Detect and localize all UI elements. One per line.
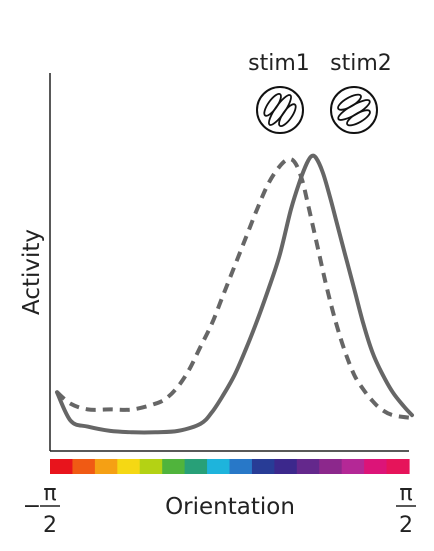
plot-area	[49, 73, 414, 452]
colorbar-segment	[94, 459, 118, 474]
x-tick-max: π 2	[396, 481, 416, 538]
colorbar-segment	[139, 459, 163, 474]
colorbar-segment	[296, 459, 320, 474]
colorbar-segment	[162, 459, 186, 474]
x-tick-min-denominator: 2	[43, 513, 57, 538]
colorbar-segment	[274, 459, 298, 474]
series-line-stim1	[55, 153, 414, 435]
orientation-colorbar	[50, 459, 410, 474]
x-tick-max-denominator: 2	[399, 513, 413, 538]
colorbar-segment	[50, 459, 74, 474]
colorbar-segment	[229, 459, 253, 474]
colorbar-segment	[184, 459, 208, 474]
legend-label-stim2: stim2	[330, 51, 392, 76]
colorbar-segment	[251, 459, 275, 474]
series-layer	[55, 153, 414, 435]
y-axis-label: Activity	[19, 229, 45, 315]
colorbar-segment	[319, 459, 343, 474]
x-tick-max-numerator: π	[399, 481, 412, 506]
legend-label-stim1: stim1	[248, 51, 310, 76]
x-tick-min-numerator: π	[43, 481, 56, 506]
x-tick-min: − π 2	[23, 481, 60, 538]
colorbar-segment	[364, 459, 388, 474]
colorbar-segment	[341, 459, 365, 474]
grating-icon-shallow	[330, 86, 378, 134]
colorbar-segment	[72, 459, 96, 474]
grating-icon-oblique	[256, 86, 304, 134]
colorbar-segment	[386, 459, 410, 474]
legend: stim1 stim2	[248, 51, 392, 134]
x-tick-min-sign: −	[23, 494, 41, 519]
series-line-stim2	[55, 157, 413, 420]
x-axis-label: Orientation	[165, 494, 295, 520]
colorbar-segment	[207, 459, 231, 474]
colorbar-segment	[117, 459, 141, 474]
